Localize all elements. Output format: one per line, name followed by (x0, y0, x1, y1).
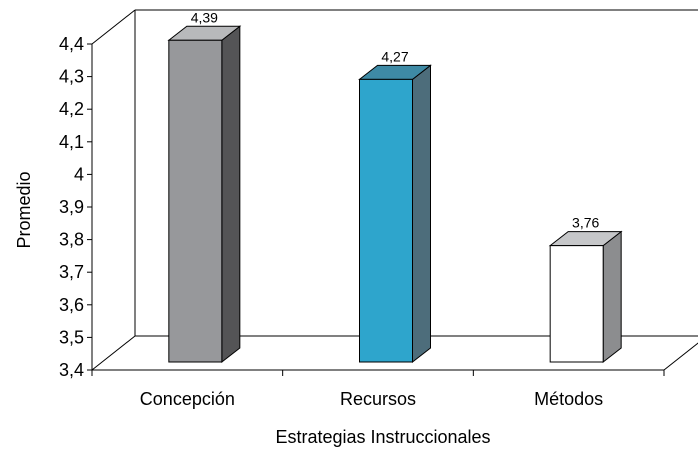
x-category-label: Métodos (534, 389, 603, 409)
floor-left-edge (91, 335, 136, 371)
y-tick-label: 4,1 (59, 132, 84, 152)
x-axis: Concepción Recursos Métodos (91, 369, 665, 409)
y-tick-label: 4,3 (59, 67, 84, 87)
side-wall-top-edge (91, 9, 136, 45)
floor-right-edge (663, 342, 698, 371)
data-label: 4,39 (191, 9, 218, 25)
y-tick-label: 4 (74, 164, 84, 184)
bar (549, 245, 604, 363)
y-tick-label: 3,5 (59, 327, 84, 347)
y-tick-label: 3,4 (59, 360, 84, 380)
y-tick-label: 4,4 (59, 34, 84, 54)
bar (168, 39, 223, 363)
y-tick-label: 4,2 (59, 99, 84, 119)
bar-group: 4,39 (167, 9, 242, 364)
y-tick-label: 3,6 (59, 295, 84, 315)
bar-group: 4,27 (358, 48, 432, 364)
bar-side (412, 64, 431, 364)
y-tick-label: 3,9 (59, 197, 84, 217)
bar-side (221, 25, 241, 364)
data-label: 3,76 (572, 215, 599, 231)
y-axis: 3,4 3,5 3,6 3,7 3,8 3,9 4 4,1 4,2 4,3 4,4 (59, 34, 93, 380)
y-axis-title: Promedio (14, 171, 34, 248)
bar-side (602, 230, 622, 364)
bar-group: 3,76 (548, 215, 623, 364)
x-category-label: Recursos (340, 389, 416, 409)
data-label: 4,27 (381, 48, 408, 64)
y-tick-label: 3,8 (59, 230, 84, 250)
x-axis-title: Estrategias Instruccionales (275, 427, 490, 447)
bar (359, 78, 413, 363)
bars: 4,39 4,27 3,76 (167, 9, 623, 364)
y-tick-label: 3,7 (59, 262, 84, 282)
x-category-label: Concepción (140, 389, 235, 409)
